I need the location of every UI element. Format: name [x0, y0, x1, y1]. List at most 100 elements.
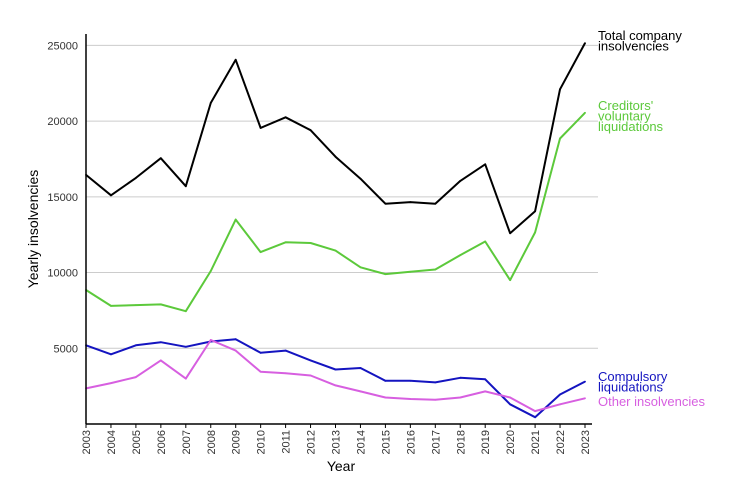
- data-point: [534, 410, 536, 413]
- data-point: [459, 376, 462, 379]
- data-point: [209, 270, 212, 272]
- data-point: [434, 398, 437, 401]
- data-point: [559, 88, 561, 91]
- data-point: [209, 339, 212, 341]
- x-tick-label: 2008: [206, 430, 218, 454]
- data-point: [584, 111, 586, 114]
- data-point: [159, 359, 162, 362]
- data-point: [184, 310, 187, 313]
- x-tick-label: 2011: [281, 430, 293, 454]
- y-axis-title: Yearly insolvencies: [25, 170, 41, 289]
- series-label: Compulsory: [598, 369, 668, 384]
- data-point: [110, 304, 112, 307]
- x-tick-label: 2005: [131, 430, 143, 454]
- data-point: [259, 370, 262, 373]
- data-point: [110, 382, 112, 385]
- data-point: [459, 396, 462, 399]
- y-tick-label: 5000: [54, 343, 78, 355]
- gridlines: [86, 44, 598, 349]
- y-tick-label: 15000: [47, 192, 78, 204]
- x-tick-label: 2019: [480, 430, 492, 454]
- x-tick-label: 2009: [231, 430, 243, 454]
- data-point: [384, 273, 387, 275]
- series-label: liquidations: [598, 380, 664, 395]
- data-point: [135, 177, 137, 179]
- series-line: [85, 42, 586, 235]
- data-point: [159, 157, 162, 160]
- data-point: [334, 384, 337, 387]
- x-tick-label: 2012: [306, 430, 318, 454]
- data-point: [234, 338, 237, 341]
- x-tick-label: 2015: [380, 430, 392, 454]
- data-point: [509, 403, 512, 406]
- x-tick-label: 2006: [156, 430, 168, 454]
- data-point: [135, 344, 137, 347]
- data-point: [334, 249, 337, 252]
- data-point: [509, 279, 512, 282]
- data-point: [484, 390, 487, 393]
- series-label: insolvencies: [598, 39, 669, 54]
- x-tick-label: 2020: [505, 430, 517, 454]
- data-point: [110, 194, 112, 197]
- x-tick-label: 2010: [256, 430, 268, 454]
- x-tick-labels: 2003 2004 2005 2006 2007 2008 2009 2010 2011 2012…: [81, 424, 592, 454]
- x-tick-label: 2016: [405, 430, 417, 454]
- data-point: [184, 377, 187, 380]
- data-point: [309, 242, 312, 244]
- data-point: [534, 416, 536, 419]
- data-point: [309, 359, 312, 362]
- series-line: [85, 339, 586, 413]
- x-tick-label: 2014: [355, 430, 367, 454]
- data-point: [584, 42, 586, 45]
- x-tick-label: 2004: [106, 430, 118, 454]
- x-tick-label: 2018: [455, 430, 467, 454]
- series-lines: [85, 42, 586, 419]
- data-point: [359, 177, 362, 180]
- x-tick-label: 2022: [555, 430, 567, 454]
- data-point: [559, 393, 561, 396]
- data-point: [559, 403, 561, 406]
- series-line: [85, 338, 586, 419]
- y-tick-labels: 5000 10000 15000 20000 25000: [47, 40, 78, 355]
- data-point: [209, 102, 212, 104]
- data-point: [459, 254, 462, 257]
- data-point: [534, 210, 536, 213]
- x-tick-label: 2003: [81, 430, 93, 454]
- data-point: [259, 251, 262, 254]
- data-point: [559, 137, 561, 140]
- data-point: [409, 201, 412, 204]
- data-point: [284, 349, 287, 352]
- y-tick-label: 20000: [47, 116, 78, 128]
- data-point: [135, 376, 137, 378]
- data-point: [384, 202, 387, 205]
- y-tick-label: 10000: [47, 268, 78, 280]
- data-point: [584, 380, 586, 383]
- data-point: [135, 304, 137, 307]
- data-point: [384, 396, 387, 399]
- data-point: [459, 180, 462, 182]
- data-point: [110, 353, 112, 356]
- data-point: [159, 303, 162, 306]
- series-label: voluntary: [598, 109, 651, 124]
- series-label: liquidations: [598, 119, 664, 134]
- data-point: [234, 218, 237, 221]
- data-point: [484, 163, 487, 166]
- data-point: [409, 379, 412, 382]
- x-tick-label: 2021: [530, 430, 542, 454]
- data-point: [384, 379, 387, 382]
- data-point: [184, 345, 187, 348]
- data-point: [309, 374, 312, 377]
- data-point: [434, 268, 437, 271]
- x-tick-label: 2023: [580, 430, 592, 454]
- data-point: [359, 367, 362, 369]
- data-point: [284, 116, 287, 119]
- data-point: [234, 58, 237, 61]
- data-point: [509, 396, 512, 399]
- axes: [85, 34, 592, 425]
- data-point: [509, 232, 512, 235]
- data-point: [259, 351, 262, 354]
- series-line: [85, 112, 586, 313]
- data-point: [359, 390, 362, 393]
